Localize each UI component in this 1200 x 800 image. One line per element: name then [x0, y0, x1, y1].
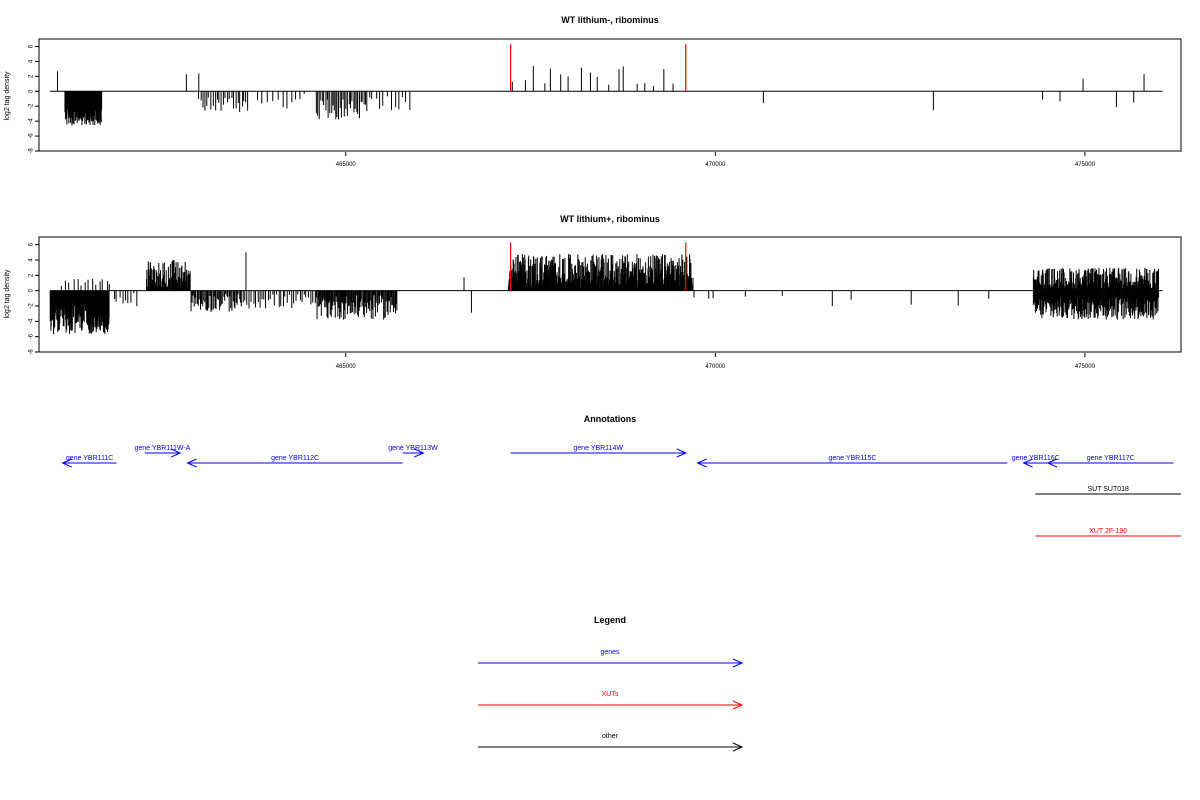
legend-arrowhead	[732, 700, 744, 710]
feature-label: gene YBR113W	[388, 445, 438, 452]
y-tick-label: 6	[29, 44, 35, 48]
feature-label: XUT 2F-190	[1089, 528, 1127, 535]
y-tick-label: 4	[29, 59, 35, 63]
panel-lithium-plus: WT lithium+, ribominus 6 4 2 0 -2 -4 -6 -8 log2…	[4, 214, 1182, 370]
y-tick-label: 0	[29, 89, 35, 93]
panel-lithium-minus: WT lithium-, ribominus 6 4 2 0 -2 -4 -6 -8 log2…	[4, 15, 1182, 168]
feature-label: gene YBR111C	[66, 455, 113, 462]
data-bars	[49, 242, 1163, 335]
x-tick-label: 465000	[336, 162, 357, 168]
feature-arrowhead	[414, 448, 425, 458]
feature-arrowhead	[170, 448, 182, 458]
feature-label: gene YBR111W-A	[134, 445, 190, 452]
legend-arrowhead	[732, 658, 744, 668]
y-tick-label: 2	[29, 273, 35, 277]
plot-frame	[38, 236, 1182, 353]
panel-title: WT lithium+, ribominus	[560, 214, 660, 224]
x-tick-label: 465000	[336, 364, 357, 370]
y-tick-label: 4	[29, 258, 35, 262]
panel-title: WT lithium-, ribominus	[561, 15, 659, 25]
plot-frame	[38, 38, 1182, 152]
feature-arrowhead	[1022, 458, 1033, 468]
annotations-title: Annotations	[584, 414, 637, 424]
feature-label: gene YBR112C	[271, 455, 319, 462]
feature-label: gene YBR114W	[573, 445, 623, 452]
legend-label: genes	[600, 649, 620, 656]
y-axis: 6 4 2 0 -2 -4 -6 -8	[29, 242, 39, 355]
y-axis: 6 4 2 0 -2 -4 -6 -8	[29, 44, 39, 154]
x-tick-label: 470000	[705, 162, 726, 168]
legend-arrowhead	[732, 742, 744, 752]
x-axis: 465000 470000 475000	[336, 152, 1096, 168]
feature-label: gene YBR115C	[828, 455, 876, 462]
y-tick-label: -8	[29, 148, 35, 154]
feature-arrowhead	[676, 448, 687, 458]
feature-arrowhead	[61, 458, 72, 468]
y-tick-label: 6	[29, 242, 35, 246]
feature-label: gene YBR117C	[1087, 455, 1135, 462]
y-tick-label: -2	[29, 103, 35, 109]
x-axis: 465000 470000 475000	[336, 353, 1096, 370]
legend-label: XUTs	[602, 691, 619, 698]
feature-arrowhead	[1046, 458, 1058, 468]
y-tick-label: -6	[29, 133, 35, 139]
annotation-features: gene YBR111C gene YBR111W-A gene YBR112C ge…	[61, 445, 1181, 537]
x-tick-label: 470000	[705, 364, 726, 370]
feature-label: gene YBR116C	[1012, 455, 1060, 462]
y-axis-label: log2 tag density	[4, 269, 11, 319]
y-tick-label: -2	[29, 303, 35, 309]
legend: Legend genes XUTs other	[478, 615, 744, 752]
y-tick-label: -8	[29, 349, 35, 355]
y-axis-label: log2 tag density	[4, 71, 11, 121]
x-tick-label: 475000	[1075, 162, 1096, 168]
y-tick-label: -6	[29, 333, 35, 339]
legend-items: genes XUTs other	[478, 649, 744, 752]
feature-arrowhead	[696, 458, 707, 468]
x-tick-label: 475000	[1075, 364, 1096, 370]
feature-arrowhead	[186, 458, 197, 468]
feature-label: SUT SUT018	[1087, 486, 1129, 493]
y-tick-label: 2	[29, 74, 35, 78]
legend-title: Legend	[594, 615, 626, 625]
y-tick-label: -4	[29, 118, 35, 124]
legend-label: other	[602, 733, 619, 740]
y-tick-label: 0	[29, 288, 35, 292]
data-bars	[50, 44, 1163, 126]
y-tick-label: -4	[29, 318, 35, 324]
